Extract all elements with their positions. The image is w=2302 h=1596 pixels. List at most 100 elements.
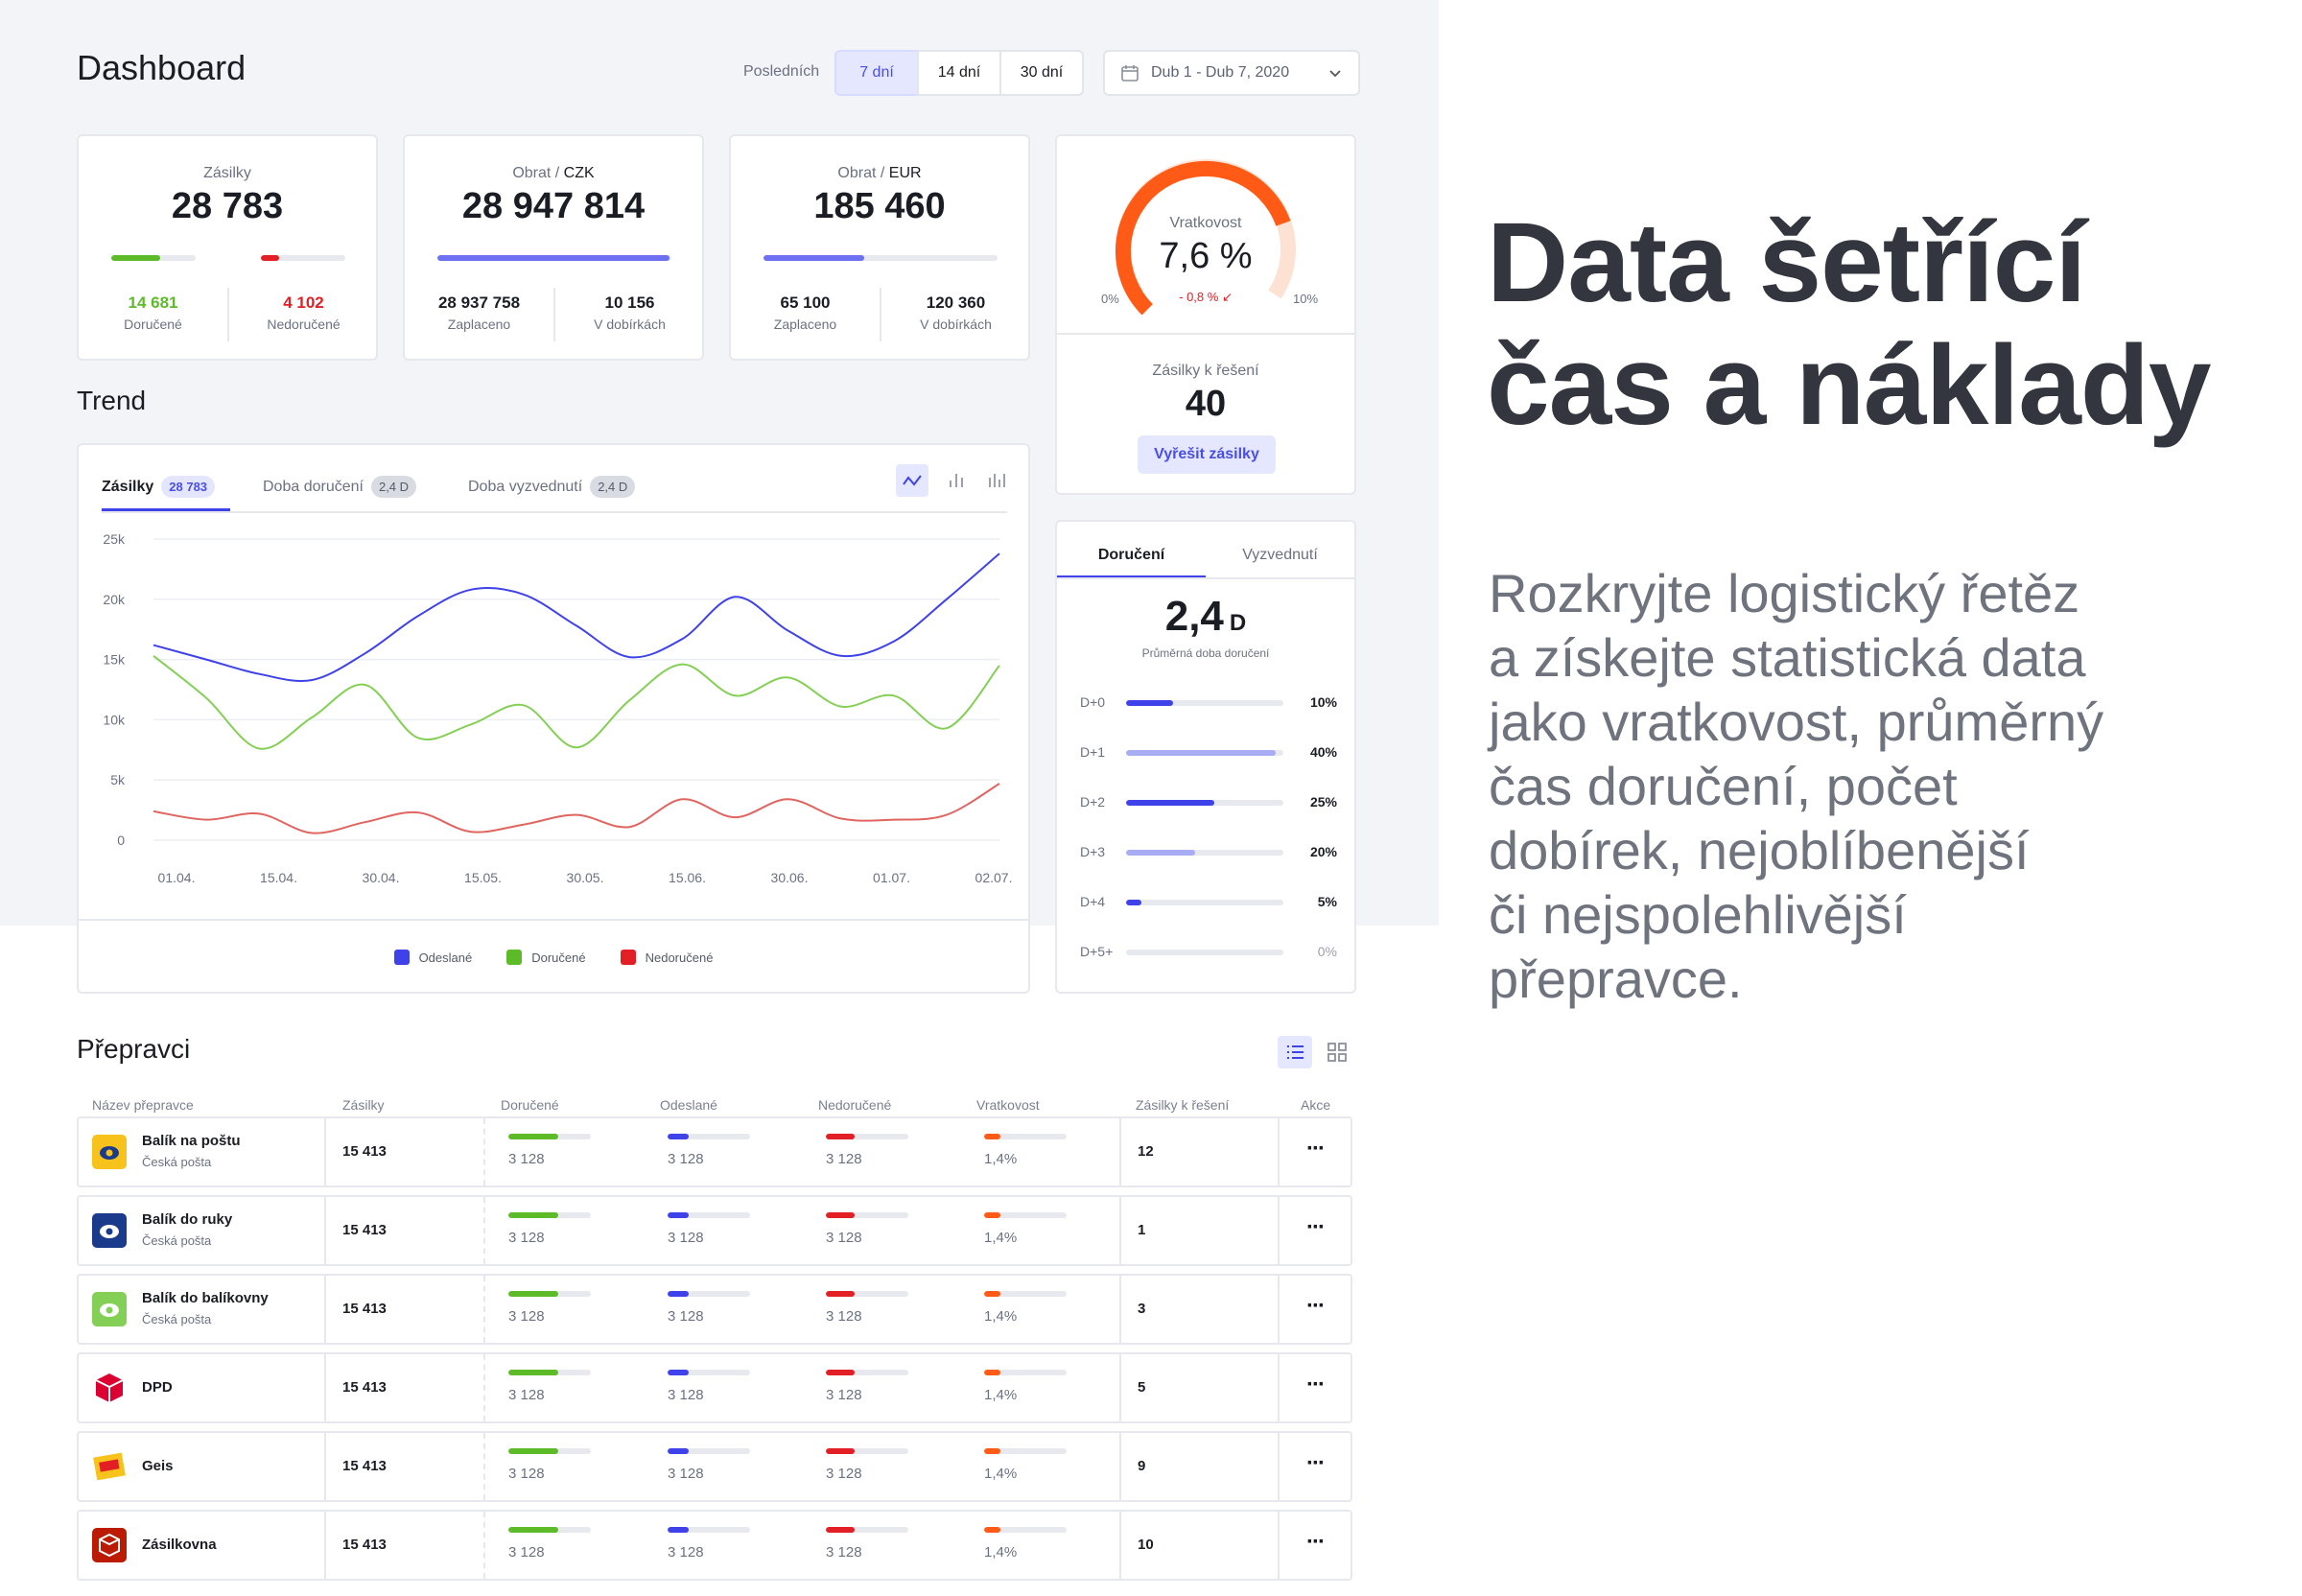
period-label: Posledních	[743, 63, 820, 80]
row-actions-menu-button[interactable]: ···	[1306, 1450, 1326, 1476]
paid-label: Zaplaceno	[773, 317, 837, 332]
row-actions-menu-button[interactable]: ···	[1306, 1529, 1326, 1555]
table-row[interactable]: Balík do balíkovny Česká pošta 15 413 3 …	[77, 1274, 1352, 1345]
carrier-pending: 1	[1138, 1222, 1146, 1238]
returns-gauge	[1115, 158, 1296, 316]
carrier-company: Česká pošta	[142, 1233, 212, 1248]
legend-item-undelivered: Nedoručené	[620, 950, 713, 965]
bar-chart-icon[interactable]	[940, 464, 973, 497]
tab-pickup[interactable]: Vyzvednutí	[1242, 547, 1318, 563]
chevron-down-icon	[1329, 70, 1341, 78]
carrier-undelivered: 3 128	[826, 1387, 862, 1403]
carrier-delivered: 3 128	[508, 1387, 545, 1403]
divider	[1119, 1276, 1121, 1343]
delivered-bar	[111, 255, 196, 261]
divider	[1278, 1512, 1280, 1579]
col-sent[interactable]: Odeslané	[660, 1097, 717, 1113]
columns-chart-icon[interactable]	[980, 464, 1013, 497]
table-row[interactable]: Balík na poštu Česká pošta 15 413 12 ···…	[77, 1116, 1352, 1187]
cod-label: V dobírkách	[920, 317, 992, 332]
pending-value: 40	[1185, 384, 1227, 424]
carrier-delivered: 3 128	[508, 1544, 545, 1561]
returns-bar	[984, 1134, 1067, 1139]
sent-bar	[668, 1212, 750, 1218]
carrier-sent: 3 128	[668, 1387, 704, 1403]
posta-yellow-logo-icon	[92, 1135, 127, 1169]
divider	[483, 1118, 485, 1185]
body-line: čas doručení, počet	[1489, 756, 1958, 816]
undelivered-bar	[826, 1448, 908, 1454]
grid-view-icon[interactable]	[1320, 1036, 1354, 1068]
chart-legend: Odeslané Doručené Nedoručené	[79, 950, 1028, 965]
carrier-name: Zásilkovna	[142, 1537, 217, 1553]
dpd-logo-icon	[95, 1373, 124, 1402]
series-line-delivered	[153, 655, 1000, 750]
divider	[324, 1354, 326, 1421]
x-tick-label: 30.06.	[771, 870, 809, 885]
row-actions-menu-button[interactable]: ···	[1306, 1293, 1326, 1319]
carrier-returns: 1,4%	[984, 1466, 1018, 1482]
x-tick-label: 15.04.	[260, 870, 297, 885]
kpi-value: 185 460	[813, 186, 946, 226]
kpi-title: Obrat / EUR	[837, 165, 922, 181]
tab-badge: 2,4 D	[590, 476, 636, 498]
tab-shipments[interactable]: Zásilky 28 783	[102, 476, 216, 498]
posta-green-logo-icon	[92, 1292, 127, 1326]
delivered-bar	[508, 1291, 591, 1297]
divider	[880, 288, 881, 341]
col-shipments[interactable]: Zásilky	[342, 1097, 385, 1113]
tab-badge: 28 783	[161, 476, 216, 498]
tab-delivery-time[interactable]: Doba doručení 2,4 D	[263, 476, 417, 498]
headline-line: Data šetřící	[1487, 200, 2086, 326]
carrier-sent: 3 128	[668, 1230, 704, 1246]
delivery-day-label: D+2	[1080, 794, 1106, 810]
delivery-day-label: D+5+	[1080, 944, 1114, 959]
carrier-sent: 3 128	[668, 1308, 704, 1325]
carrier-name: DPD	[142, 1379, 173, 1396]
body-line: jako vratkovost, průměrný	[1489, 692, 2104, 752]
returns-value: 7,6 %	[1159, 236, 1253, 276]
x-tick-label: 01.07.	[873, 870, 910, 885]
series-line-undelivered	[153, 783, 1000, 834]
date-range-picker[interactable]: Dub 1 - Dub 7, 2020	[1103, 50, 1360, 96]
date-range-value: Dub 1 - Dub 7, 2020	[1151, 64, 1290, 81]
x-tick-label: 30.04.	[363, 870, 400, 885]
carrier-company: Česká pošta	[142, 1312, 212, 1326]
y-tick-label: 20k	[103, 592, 126, 607]
promo-headline: Data šetřící čas a náklady	[1487, 200, 2212, 447]
body-line: přepravce.	[1489, 949, 1743, 1009]
carrier-returns: 1,4%	[984, 1151, 1018, 1167]
cod-label: V dobírkách	[594, 317, 666, 332]
period-14-days[interactable]: 14 dní	[917, 50, 1001, 96]
col-pending[interactable]: Zásilky k řešení	[1136, 1097, 1230, 1113]
tab-pickup-time[interactable]: Doba vyzvednutí 2,4 D	[468, 476, 636, 498]
table-row[interactable]: Geis 15 413 9 ··· 3 128 3 128 3 128 1,4%	[77, 1431, 1352, 1502]
table-row[interactable]: Balík do ruky Česká pošta 15 413 1 ··· 3 …	[77, 1195, 1352, 1266]
col-carrier-name[interactable]: Název přepravce	[92, 1097, 194, 1113]
table-row[interactable]: DPD 15 413 5 ··· 3 128 3 128 3 128 1,4%	[77, 1352, 1352, 1423]
row-actions-menu-button[interactable]: ···	[1306, 1136, 1326, 1162]
delivery-day-percent: 40%	[1309, 744, 1337, 760]
period-7-days[interactable]: 7 dní	[834, 50, 919, 96]
row-actions-menu-button[interactable]: ···	[1306, 1372, 1326, 1397]
table-row[interactable]: Zásilkovna 15 413 10 ··· 3 128 3 128 3 128 1…	[77, 1510, 1352, 1581]
divider	[483, 1354, 485, 1421]
list-view-icon[interactable]	[1278, 1036, 1312, 1068]
carrier-sent: 3 128	[668, 1466, 704, 1482]
tab-delivery[interactable]: Doručení	[1097, 547, 1165, 563]
delivery-day-bar	[1126, 950, 1283, 955]
col-delivered[interactable]: Doručené	[501, 1097, 559, 1113]
col-undelivered[interactable]: Nedoručené	[818, 1097, 892, 1113]
line-chart-icon[interactable]	[896, 464, 928, 497]
col-returns[interactable]: Vratkovost	[976, 1097, 1040, 1113]
carrier-undelivered: 3 128	[826, 1230, 862, 1246]
carrier-sent: 3 128	[668, 1151, 704, 1167]
resolve-shipments-button[interactable]: Vyřešit zásilky	[1138, 435, 1276, 474]
period-30-days[interactable]: 30 dní	[999, 50, 1084, 96]
returns-label: Vratkovost	[1169, 215, 1242, 231]
row-actions-menu-button[interactable]: ···	[1306, 1214, 1326, 1240]
body-line: a získejte statistická data	[1489, 627, 2086, 688]
legend-divider	[79, 919, 1028, 921]
kpi-card-turnover-eur: Obrat / EUR 185 460 65 100 Zaplaceno 120…	[729, 134, 1030, 361]
kpi-card-shipments: Zásilky 28 783 14 681 Doručené 4 102 Ned…	[77, 134, 378, 361]
